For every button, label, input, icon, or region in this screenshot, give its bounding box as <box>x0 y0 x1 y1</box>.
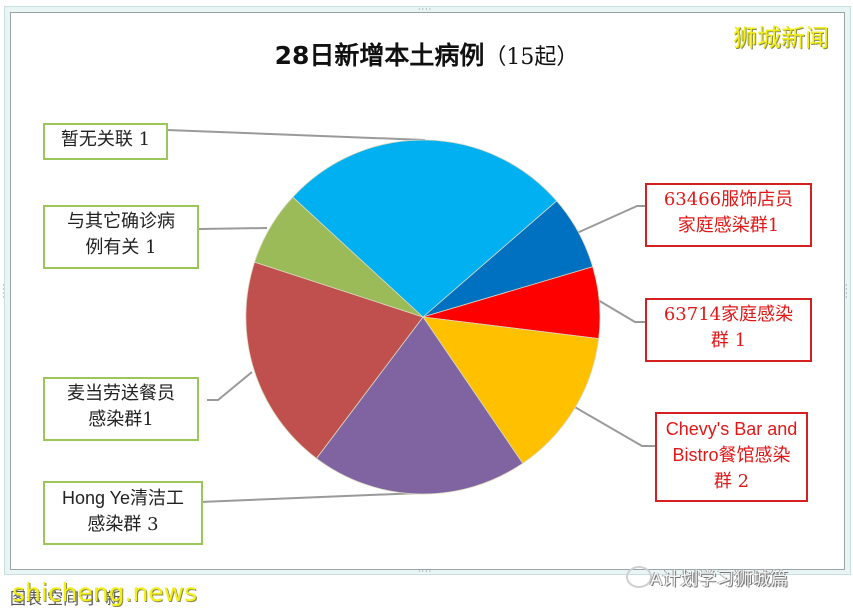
data-label-text: 群 1 <box>710 330 747 351</box>
data-label-63714[interactable]: 63714家庭感染 群 1 <box>645 298 812 362</box>
pie-slice-hongye <box>315 316 524 495</box>
data-label-text: 家庭感染群1 <box>677 215 780 236</box>
resize-handle-left[interactable]: · · · · <box>2 281 6 302</box>
data-label-text: 暂无关联 1 <box>60 129 151 150</box>
leader-line-hongye <box>199 492 421 503</box>
data-label-text: Hong Ye清洁工 <box>45 485 201 512</box>
obscured-caption: 图表 空间 小 新 <box>10 589 122 608</box>
leader-line-63466 <box>576 205 645 234</box>
watermark-bottom-left: shicheng.news <box>12 578 198 607</box>
leader-line-qita <box>198 227 268 230</box>
data-label-text: 麦当劳送餐员 <box>67 383 175 404</box>
data-label-hongye[interactable]: Hong Ye清洁工 感染群 3 <box>43 481 203 545</box>
data-label-text: Bistro餐馆感染 <box>657 442 806 469</box>
data-label-cn: 餐馆感染 <box>718 445 791 466</box>
watermark-bottom-right: A计划学习狮城篇 <box>650 569 789 590</box>
data-label-text: Chevy's Bar and <box>665 419 798 439</box>
data-label-text: 群 2 <box>713 471 750 492</box>
data-label-text: 与其它确诊病 <box>67 211 175 232</box>
data-label-text: 感染群1 <box>88 409 154 430</box>
data-label-cn: 清洁工 <box>130 488 185 509</box>
pie-slice-chevys <box>422 316 600 464</box>
data-label-text: 63466服饰店员 <box>663 189 794 210</box>
data-label-text: 例有关 1 <box>85 237 157 258</box>
wechat-icon <box>626 566 652 588</box>
data-label-latin: Hong Ye <box>61 488 131 508</box>
leader-line-zanwu <box>166 129 426 141</box>
data-label-text: 63714家庭感染 <box>663 304 794 325</box>
leader-line-chevys <box>572 405 655 447</box>
leader-line-maidanglao <box>207 371 253 401</box>
data-label-63466[interactable]: 63466服饰店员 家庭感染群1 <box>645 183 812 247</box>
chart-title: 28日新增本土病例（15起） <box>0 36 853 72</box>
data-label-zanwu[interactable]: 暂无关联 1 <box>43 123 168 160</box>
resize-handle-right[interactable]: · · · · <box>845 281 849 302</box>
data-label-qita[interactable]: 与其它确诊病 例有关 1 <box>43 205 199 269</box>
chart-title-count: （15起） <box>484 45 579 70</box>
data-label-chevys[interactable]: Chevy's Bar and Bistro餐馆感染 群 2 <box>655 412 808 502</box>
resize-handle-top[interactable]: ···· <box>418 5 433 14</box>
pie-slice-maidanglao <box>245 261 424 459</box>
data-label-maidanglao[interactable]: 麦当劳送餐员 感染群1 <box>43 377 199 441</box>
data-label-text: 感染群 3 <box>87 514 159 535</box>
leader-line-63714 <box>597 299 645 323</box>
pie-slice-zanwu <box>292 139 558 318</box>
watermark-top-right: 狮城新闻 <box>733 24 829 52</box>
data-label-latin: Bistro <box>672 445 719 465</box>
chart-title-main: 28日新增本土病例 <box>274 41 485 70</box>
resize-handle-bottom[interactable]: ···· <box>418 567 433 576</box>
